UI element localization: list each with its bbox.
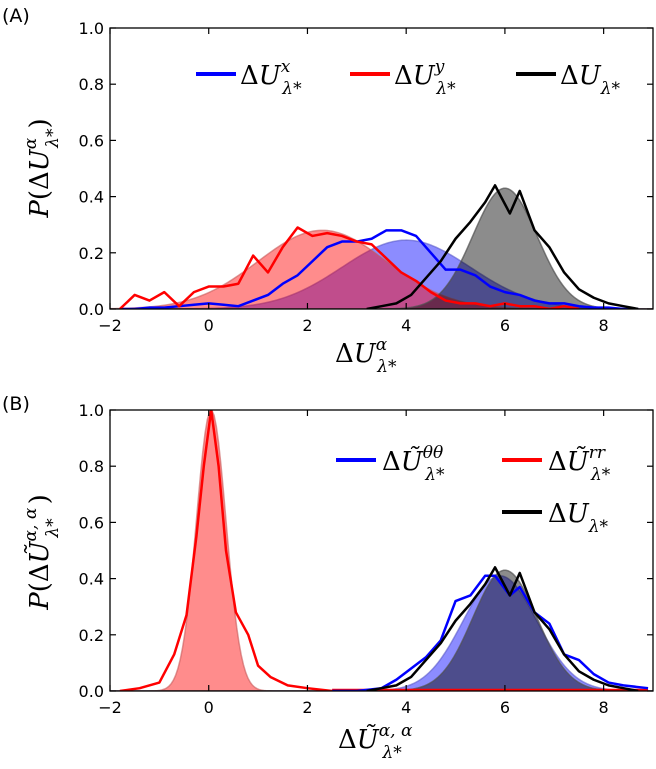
legend-b-label-utt: ΔŨθθ λ* <box>382 443 445 485</box>
legend-a-label-uy: ΔUy λ* <box>394 57 456 99</box>
x-tick-label-b: −2 <box>98 698 122 717</box>
svg-text:ΔŨα, αλ*: ΔŨα, α λ* <box>338 721 413 763</box>
x-tick-label-b: 8 <box>599 698 609 717</box>
plot-b-lines <box>119 410 649 691</box>
panel-b: (B) −2 0 2 4 6 8 0.0 0.2 0.4 0.6 0.8 1.0 P(ΔŨα, α λ*… <box>2 393 654 763</box>
svg-text:P(ΔŨα, αλ*): P(ΔŨα, α λ*) <box>21 494 63 611</box>
legend-b-label-urr: ΔŨrr λ* <box>548 443 611 485</box>
y-tick-label-a: 0.6 <box>79 131 104 150</box>
x-tick-label-a: 4 <box>401 316 411 335</box>
plot-a-lines <box>119 184 639 309</box>
legend-a-label-ux: ΔUx λ* <box>240 57 302 99</box>
y-tick-label-a: 0.8 <box>79 75 104 94</box>
x-tick-label-b: 4 <box>401 698 411 717</box>
series-line-b-0 <box>332 574 649 691</box>
x-tick-label-b: 2 <box>302 698 312 717</box>
y-tick-label-b: 0.6 <box>79 513 104 532</box>
y-tick-label-a: 0.2 <box>79 244 104 263</box>
x-axis-label-b: ΔŨα, α λ* <box>338 721 413 763</box>
panel-a: (A) −2 0 2 4 6 8 0.0 0.2 0.4 0.6 0.8 1.0 P(ΔUα λ*) Δ… <box>2 5 654 377</box>
y-tick-label-a: 0.0 <box>79 300 104 319</box>
series-line-a-0 <box>119 229 639 309</box>
x-tick-label-a: 2 <box>302 316 312 335</box>
series-line-b-2 <box>366 566 639 691</box>
plot-b-ticks: −2 0 2 4 6 8 0.0 0.2 0.4 0.6 0.8 1.0 <box>79 401 653 717</box>
y-tick-label-b: 0.2 <box>79 626 104 645</box>
x-tick-label-b: 0 <box>204 698 214 717</box>
x-tick-label-a: 6 <box>500 316 510 335</box>
y-tick-label-a: 1.0 <box>79 19 104 38</box>
fit-fill-b-1 <box>110 410 653 691</box>
x-tick-label-b: 6 <box>500 698 510 717</box>
panel-b-label: (B) <box>2 393 30 415</box>
y-axis-label-b: P(ΔŨα, α λ*) <box>21 494 63 611</box>
legend-a-label-u: ΔUλ* <box>560 61 620 99</box>
y-tick-label-b: 0.4 <box>79 570 104 589</box>
x-tick-label-a: 8 <box>599 316 609 335</box>
legend-a: ΔUx λ* ΔUy λ* ΔUλ* <box>196 57 620 99</box>
plot-a-frame <box>109 27 654 310</box>
y-axis-label-a: P(ΔUα λ*) <box>21 118 63 218</box>
plot-a-fills <box>110 187 653 309</box>
y-tick-label-b: 0.8 <box>79 457 104 476</box>
y-tick-label-a: 0.4 <box>79 188 104 207</box>
legend-b-label-u: ΔUλ* <box>548 499 608 537</box>
plot-b-frame <box>109 409 654 692</box>
x-axis-label-a: ΔUα λ* <box>335 335 397 377</box>
series-line-b-1 <box>119 410 333 691</box>
x-tick-label-a: 0 <box>204 316 214 335</box>
y-tick-label-b: 1.0 <box>79 401 104 420</box>
legend-b: ΔŨθθ λ* ΔŨrr λ* ΔUλ* <box>336 443 611 537</box>
x-tick-label-a: −2 <box>98 316 122 335</box>
plot-a-ticks: −2 0 2 4 6 8 0.0 0.2 0.4 0.6 0.8 1.0 <box>79 19 653 335</box>
panel-a-label: (A) <box>2 5 30 27</box>
series-line-a-2 <box>366 184 639 309</box>
y-tick-label-b: 0.0 <box>79 682 104 701</box>
series-line-a-1 <box>119 226 580 309</box>
